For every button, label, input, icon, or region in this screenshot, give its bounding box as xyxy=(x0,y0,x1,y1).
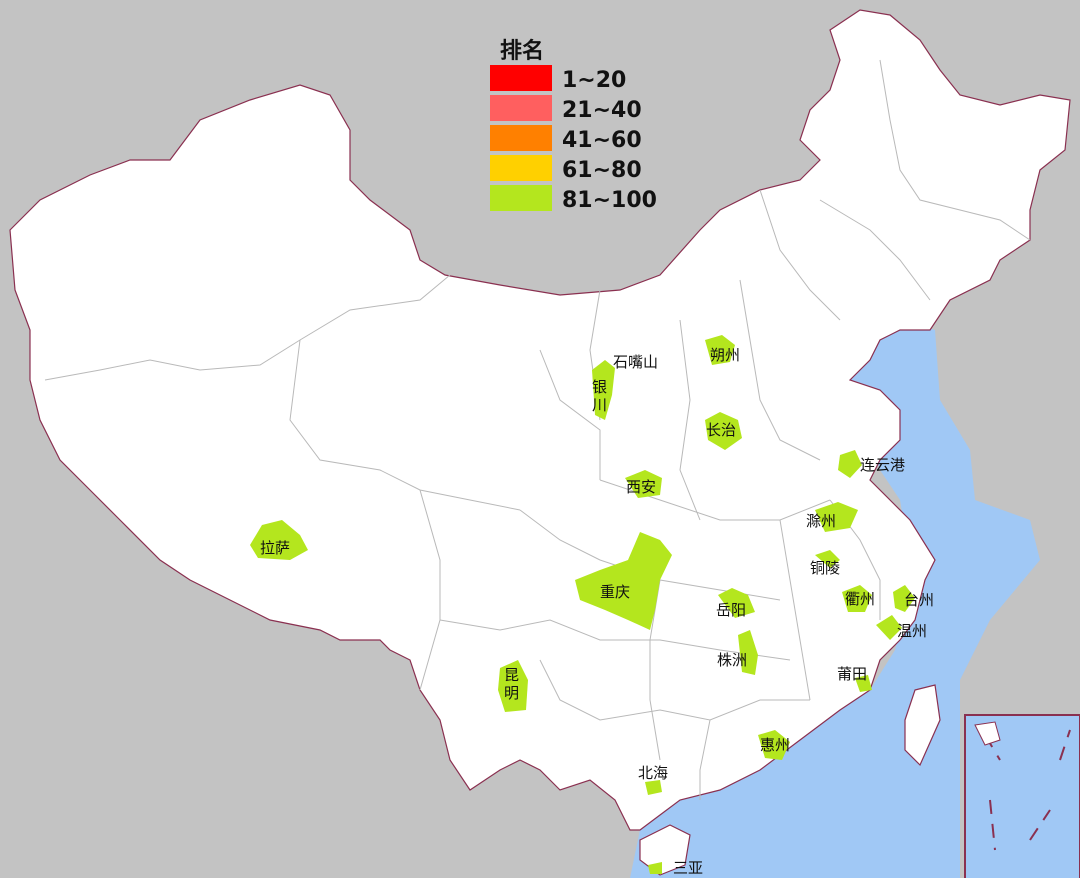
city-label-wenzhou: 温州 xyxy=(897,622,927,640)
city-label-putian: 莆田 xyxy=(837,665,867,683)
legend-label-4: 61~80 xyxy=(562,158,642,183)
city-label-huizhou: 惠州 xyxy=(760,736,790,754)
nine-dash-4 xyxy=(1059,729,1071,761)
inset-land xyxy=(974,721,1001,746)
legend-label-3: 41~60 xyxy=(562,128,642,153)
legend-swatch-5 xyxy=(490,185,552,211)
city-region-putian xyxy=(855,675,872,692)
city-region-lasa xyxy=(250,520,308,560)
city-region-zhuzhou xyxy=(738,630,758,675)
legend-swatch-3 xyxy=(490,125,552,151)
city-label-changzhi: 长治 xyxy=(706,421,736,439)
city-label-yueyang: 岳阳 xyxy=(716,601,746,619)
city-label-yinchuan-2: 川 xyxy=(592,396,607,414)
city-region-beihai xyxy=(645,780,662,795)
city-label-sanya: 三亚 xyxy=(673,859,703,877)
city-region-kunming xyxy=(498,660,528,712)
mainland-china xyxy=(9,9,1071,831)
city-region-shuozhou xyxy=(705,335,735,365)
city-label-beihai: 北海 xyxy=(638,764,668,782)
city-region-wenzhou xyxy=(876,615,902,640)
nine-dash-3 xyxy=(1029,809,1051,841)
nine-dash-2 xyxy=(989,799,996,851)
legend-label-2: 21~40 xyxy=(562,98,642,123)
city-label-chongqing: 重庆 xyxy=(600,583,630,601)
city-labels: 石嘴山 银 川 朔州 长治 连云港 西安 滁州 拉萨 铜陵 重庆 岳阳 衢州 台… xyxy=(260,346,934,877)
legend-swatch-2 xyxy=(490,95,552,121)
legend-items: 1~20 21~40 41~60 61~80 81~100 xyxy=(490,65,657,213)
legend-swatch-4 xyxy=(490,155,552,181)
sea-area xyxy=(630,305,1040,878)
city-region-taizhou xyxy=(893,585,915,612)
legend: 排名 1~20 21~40 41~60 61~80 81~100 xyxy=(490,38,657,213)
city-region-changzhi xyxy=(705,412,742,450)
city-label-quzhou: 衢州 xyxy=(845,590,875,608)
city-label-yinchuan: 银 川 xyxy=(592,378,612,414)
city-region-chongqing xyxy=(575,532,672,630)
city-label-lianyungang: 连云港 xyxy=(860,456,905,474)
city-label-zhuzhou: 株洲 xyxy=(717,651,747,669)
city-region-xian xyxy=(625,470,662,498)
city-label-kunming-2: 明 xyxy=(504,684,519,702)
city-label-shuozhou: 朔州 xyxy=(710,346,740,364)
city-region-lianyungang xyxy=(838,450,862,478)
city-region-yueyang xyxy=(718,588,755,618)
legend-swatch-1 xyxy=(490,65,552,91)
city-label-kunming: 昆 明 xyxy=(504,666,524,702)
city-region-quzhou xyxy=(842,585,872,612)
hainan-island xyxy=(639,824,691,876)
city-label-shizuishan: 石嘴山 xyxy=(613,353,658,371)
city-label-kunming-1: 昆 xyxy=(504,666,519,684)
city-label-yinchuan-1: 银 xyxy=(592,378,607,396)
city-region-huizhou xyxy=(758,730,790,760)
city-label-xian: 西安 xyxy=(626,478,656,496)
city-label-lasa: 拉萨 xyxy=(260,539,290,557)
taiwan-island xyxy=(904,684,941,767)
legend-label-1: 1~20 xyxy=(562,68,626,93)
city-region-chuzhou xyxy=(815,502,858,532)
legend-title: 排名 xyxy=(500,38,544,64)
legend-label-5: 81~100 xyxy=(562,188,657,213)
city-label-tongling: 铜陵 xyxy=(810,559,840,577)
city-region-sanya xyxy=(648,862,662,874)
city-region-yinchuan xyxy=(592,360,615,420)
city-region-tongling xyxy=(815,550,840,568)
city-label-taizhou: 台州 xyxy=(904,591,934,609)
city-label-chuzhou: 滁州 xyxy=(806,512,836,530)
city-regions xyxy=(250,335,915,874)
